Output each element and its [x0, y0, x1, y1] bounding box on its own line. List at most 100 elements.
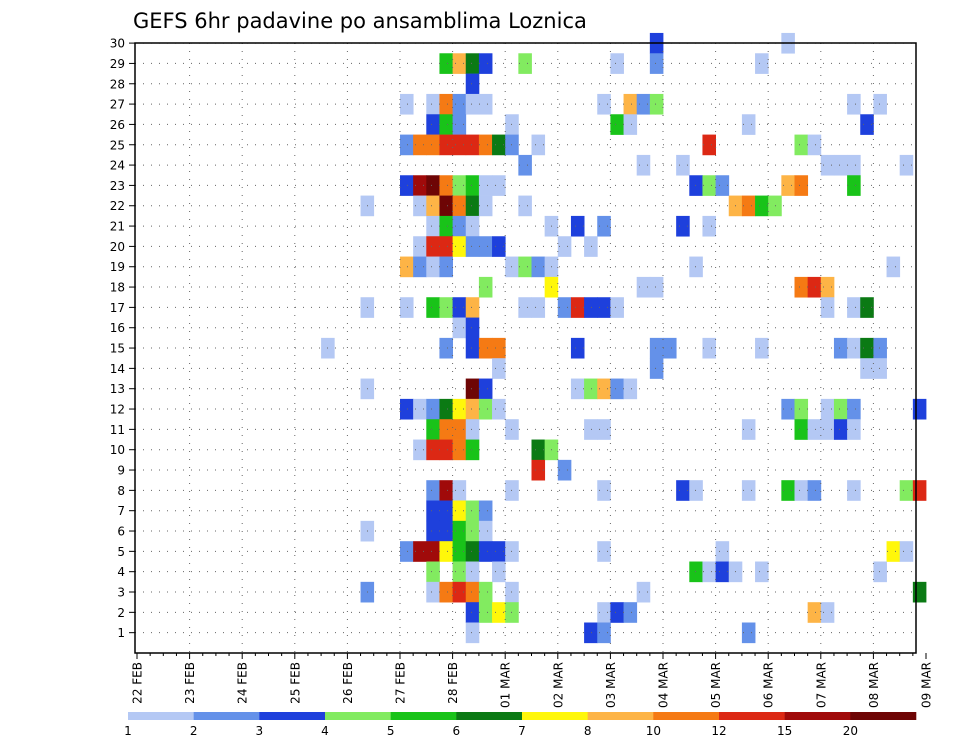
y-tick-label: 17 [110, 301, 125, 315]
data-cell [847, 297, 861, 318]
x-tick-label: 03 MAR [604, 662, 618, 708]
data-cell [413, 439, 427, 461]
y-tick-label: 27 [110, 98, 125, 112]
data-cell [886, 256, 901, 278]
colorbar-label: 12 [711, 724, 726, 738]
y-tick-label: 4 [117, 565, 125, 579]
data-cell [452, 480, 467, 501]
data-cell [702, 134, 716, 156]
y-tick-label: 15 [110, 342, 125, 356]
data-cell [465, 215, 480, 237]
data-cell [623, 93, 638, 115]
data-cell [426, 195, 440, 217]
data-cell [833, 419, 848, 440]
data-cell [755, 53, 769, 74]
data-cell [426, 439, 440, 461]
y-tick-label: 24 [110, 159, 125, 173]
colorbar-label: 2 [190, 724, 198, 738]
data-cell [413, 175, 427, 196]
data-cell [715, 561, 730, 583]
x-tick-label: 22 FEB [131, 662, 145, 704]
y-tick-label: 29 [110, 57, 125, 71]
y-tick-label: 23 [110, 179, 125, 193]
colorbar-swatch [653, 712, 720, 720]
data-cell [465, 439, 480, 461]
data-cell [597, 622, 611, 644]
data-cell [610, 378, 624, 400]
data-cell [400, 93, 414, 115]
data-cell [452, 317, 467, 339]
data-cell [860, 358, 874, 379]
data-cell [820, 419, 835, 440]
y-tick-label: 5 [117, 545, 125, 559]
colorbar-swatch [587, 712, 654, 720]
data-cell [847, 93, 861, 115]
data-cell [492, 358, 506, 379]
data-cell [465, 134, 480, 156]
data-cell [426, 93, 440, 115]
data-cell [439, 114, 453, 135]
data-cell [439, 93, 453, 115]
data-cell [860, 297, 874, 318]
plot-frame [134, 42, 917, 654]
data-cell [584, 622, 598, 644]
colorbar-swatch [522, 712, 588, 720]
data-cell [833, 337, 848, 359]
data-cell [426, 561, 440, 583]
data-cell [465, 378, 480, 400]
data-cell [689, 561, 703, 583]
data-cell [465, 500, 480, 522]
data-cell [610, 53, 624, 74]
colorbar-swatch [128, 712, 194, 720]
x-tick-label: 25 FEB [288, 662, 302, 704]
data-cell [426, 215, 440, 237]
data-cell [847, 419, 861, 440]
data-cell [807, 276, 822, 298]
data-cell [400, 398, 414, 420]
colorbar-label: 6 [453, 724, 461, 738]
data-cell [478, 520, 493, 542]
data-cell [452, 581, 467, 603]
data-cell [478, 602, 493, 623]
data-cell [899, 541, 914, 562]
data-cell [465, 602, 480, 623]
data-cell [899, 154, 914, 176]
x-tick-label: 26 FEB [341, 662, 355, 704]
data-cell [478, 236, 493, 257]
data-cell [439, 500, 453, 522]
data-cell [886, 541, 901, 562]
data-cell [755, 561, 769, 583]
data-cell [873, 358, 887, 379]
data-cell [820, 276, 835, 298]
data-cell [873, 337, 887, 359]
data-cell [478, 195, 493, 217]
data-cell [676, 480, 690, 501]
data-cell [426, 114, 440, 135]
data-cell [715, 541, 730, 562]
data-cell [702, 215, 716, 237]
y-axis: 1234567891011121314151617181920212223242… [110, 37, 135, 640]
y-tick-label: 8 [117, 484, 125, 498]
y-tick-label: 25 [110, 138, 125, 152]
y-tick-label: 13 [110, 382, 125, 396]
data-cell [492, 602, 506, 623]
data-cell [689, 256, 703, 278]
data-cell [570, 337, 585, 359]
data-cell [531, 459, 546, 481]
y-tick-label: 2 [117, 606, 125, 620]
data-cell [794, 276, 809, 298]
chart-title: GEFS 6hr padavine po ansamblima Loznica [133, 9, 587, 33]
data-cell [781, 175, 795, 196]
data-cell [912, 480, 927, 501]
y-tick-label: 11 [110, 423, 125, 437]
data-cell [439, 215, 453, 237]
data-cell [439, 520, 453, 542]
data-cell [400, 134, 414, 156]
data-cell [518, 256, 532, 278]
data-cell [794, 398, 809, 420]
data-cell [492, 541, 506, 562]
data-cell [465, 73, 480, 95]
data-cell [847, 480, 861, 501]
y-tick-label: 10 [110, 443, 125, 457]
data-cell [465, 93, 480, 115]
